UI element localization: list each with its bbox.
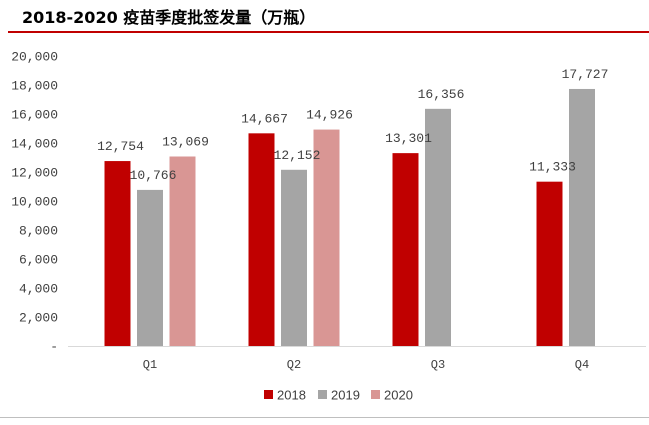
legend-swatch-2019 [318, 390, 327, 399]
data-label: 16,356 [418, 87, 465, 102]
legend-label: 2020 [384, 388, 413, 403]
y-tick-label: 4,000 [19, 282, 58, 297]
data-label: 17,727 [562, 67, 609, 82]
y-tick-label: 8,000 [19, 224, 58, 239]
data-label: 13,069 [162, 134, 209, 149]
x-tick-label: Q3 [431, 358, 445, 372]
bar-2019-q1 [137, 189, 163, 346]
y-tick-label: 14,000 [11, 137, 58, 152]
data-label: 14,667 [241, 111, 288, 126]
y-tick-label: 2,000 [19, 311, 58, 326]
x-axis: Q1 Q2 Q3 Q4 [68, 346, 646, 372]
bar-2019-q4 [569, 88, 595, 347]
y-tick-label: 10,000 [11, 195, 58, 210]
bar-2018-q1 [104, 161, 131, 346]
bar-2020-q2 [313, 129, 340, 346]
bar-2019-q3 [425, 108, 451, 346]
footer-rule [0, 417, 649, 418]
data-labels: 12,754 10,766 13,069 14,667 12,152 14,926 13,3… [97, 67, 608, 183]
data-label: 12,754 [97, 139, 144, 154]
chart-title: 2018-2020 疫苗季度批签发量（万瓶） [22, 8, 316, 27]
bar-2018-q2 [248, 133, 275, 346]
x-tick-label: Q1 [143, 358, 157, 372]
data-label: 10,766 [130, 168, 177, 183]
y-tick-label: - [50, 340, 58, 355]
y-tick-label: 20,000 [11, 50, 58, 65]
data-label: 12,152 [274, 148, 321, 163]
y-tick-label: 6,000 [19, 253, 58, 268]
legend-label: 2018 [277, 388, 306, 403]
data-label: 14,926 [306, 108, 353, 123]
x-tick-label: Q4 [575, 358, 589, 372]
bar-2018-q4 [536, 181, 563, 346]
y-tick-label: 16,000 [11, 108, 58, 123]
title-rule [8, 31, 649, 33]
y-tick-label: 18,000 [11, 79, 58, 94]
bar-2018-q3 [392, 153, 419, 346]
bar-2020-q1 [169, 156, 196, 346]
legend-swatch-2020 [371, 390, 380, 399]
bars [104, 88, 595, 347]
data-label: 13,301 [385, 131, 432, 146]
y-axis: - 2,000 4,000 6,000 8,000 10,000 12,000 14,000 1… [11, 50, 58, 355]
legend-swatch-2018 [264, 390, 273, 399]
bar-2019-q2 [281, 169, 307, 346]
y-tick-label: 12,000 [11, 166, 58, 181]
legend: 2018 2019 2020 [264, 388, 413, 403]
legend-label: 2019 [331, 388, 360, 403]
x-tick-label: Q2 [287, 358, 301, 372]
data-label: 11,333 [529, 160, 576, 175]
